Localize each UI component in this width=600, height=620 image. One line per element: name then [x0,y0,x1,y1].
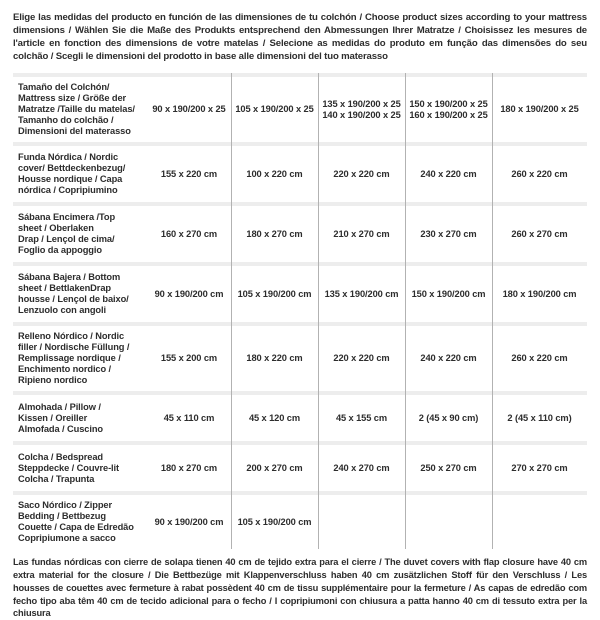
size-cell: 180 x 270 cm [246,228,303,239]
size-cell: 270 x 270 cm [511,462,568,473]
row-label: Colcha / Bedspread Steppdecke / Couvre-l… [18,451,120,484]
size-cell: 180 x 190/200 x 25 [500,104,579,115]
size-cell: 105 x 190/200 x 25 [235,104,314,115]
size-cell: 90 x 190/200 cm [154,516,224,527]
size-cell: 220 x 220 cm [333,168,390,179]
size-cell: 180 x 220 cm [246,353,303,364]
size-cell: 45 x 110 cm [163,412,215,423]
size-cell: 160 x 270 cm [160,228,218,239]
table-row-nordic-filler: Relleno Nórdico / Nordic filler / Nordis… [13,326,587,392]
row-label: Funda Nórdica / Nordic cover/ Bettdecken… [18,152,126,196]
row-label: Almohada / Pillow / Kissen / Oreiller Al… [18,401,103,434]
table-row-pillow: Almohada / Pillow / Kissen / Oreiller Al… [13,395,587,442]
size-cell: 150 x 190/200 cm [411,288,486,299]
size-cell: 220 x 220 cm [333,353,390,364]
size-cell: 105 x 190/200 cm [237,516,312,527]
size-cell: 180 x 190/200 cm [502,288,577,299]
size-cell: 155 x 200 cm [160,353,218,364]
size-cell: 155 x 220 cm [160,168,218,179]
intro-text: Elige las medidas del producto en funció… [13,12,587,62]
size-cell: 105 x 190/200 cm [237,288,312,299]
column-divider [405,73,406,550]
size-cell: 230 x 270 cm [420,228,477,239]
size-cell: 210 x 270 cm [333,228,390,239]
size-cell [492,495,587,549]
size-cell: 100 x 220 cm [246,168,303,179]
table-row-top-sheet: Sábana Encimera /Top sheet / Oberlaken D… [13,206,587,263]
size-guide-page: Elige las medidas del producto en funció… [13,12,587,618]
size-cell: 260 x 220 cm [511,353,568,364]
table-row-mattress-size: Tamaño del Colchón/ Mattress size / Größ… [13,77,587,143]
table-row-zipper-bedding: Saco Nórdico / Zipper Bedding / Bettbezu… [13,495,587,550]
size-table: Tamaño del Colchón/ Mattress size / Größ… [13,73,587,550]
size-cell: 200 x 270 cm [246,462,303,473]
column-divider [318,73,319,550]
size-cell: 240 x 220 cm [420,168,477,179]
row-label: Sábana Bajera / Bottom sheet / Bettlaken… [18,272,129,316]
size-cell: 250 x 270 cm [420,462,477,473]
size-cell: 240 x 270 cm [333,462,390,473]
row-label: Relleno Nórdico / Nordic filler / Nordis… [18,331,130,386]
table-row-nordic-cover: Funda Nórdica / Nordic cover/ Bettdecken… [13,146,587,203]
row-label: Sábana Encimera /Top sheet / Oberlaken D… [18,212,116,256]
row-label: Tamaño del Colchón/ Mattress size / Größ… [18,82,135,137]
size-cell: 135 x 190/200 cm [324,288,399,299]
size-cell: 45 x 120 cm [248,412,301,423]
size-cell: 90 x 190/200 x 25 [152,104,226,115]
column-divider [231,73,232,550]
size-cell [318,495,405,549]
size-cell: 150 x 190/200 x 25 160 x 190/200 x 25 [409,98,488,120]
table-row-bottom-sheet: Sábana Bajera / Bottom sheet / Bettlaken… [13,266,587,323]
size-cell: 260 x 220 cm [511,168,568,179]
column-divider [492,73,493,550]
size-cell: 2 (45 x 110 cm) [507,412,572,423]
size-cell: 260 x 270 cm [511,228,568,239]
size-cell: 90 x 190/200 cm [154,288,224,299]
size-cell: 135 x 190/200 x 25 140 x 190/200 x 25 [322,98,401,120]
table-row-bedspread: Colcha / Bedspread Steppdecke / Couvre-l… [13,445,587,492]
size-cell: 180 x 270 cm [160,462,218,473]
size-cell: 240 x 220 cm [420,353,477,364]
size-cell: 2 (45 x 90 cm) [418,412,479,423]
size-cell [405,495,492,549]
size-cell: 45 x 155 cm [335,412,388,423]
footer-note: Las fundas nórdicas con cierre de solapa… [13,557,587,619]
row-label: Saco Nórdico / Zipper Bedding / Bettbezu… [18,500,134,544]
